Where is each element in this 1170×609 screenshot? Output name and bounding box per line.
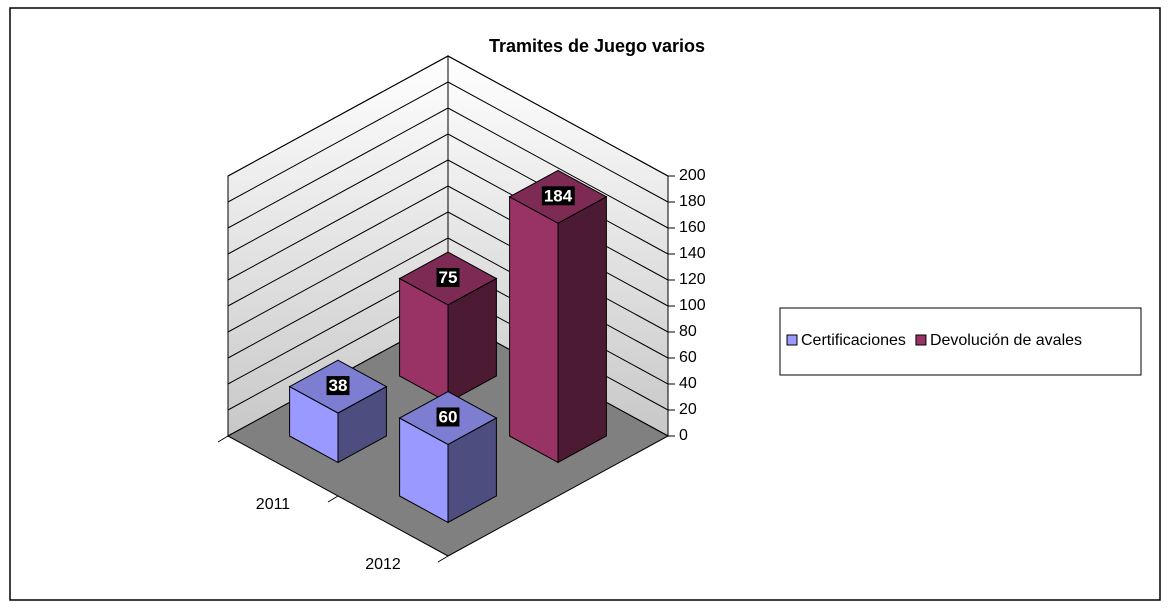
chart-title: Tramites de Juego varios (489, 36, 705, 56)
legend: Certificaciones Devolución de avales (779, 307, 1142, 376)
y-tick-label: 0 (679, 427, 688, 444)
x-tick (327, 495, 339, 503)
grid-line (227, 55, 669, 177)
bar-front (509, 195, 559, 464)
y-tick-label: 100 (679, 297, 706, 314)
grid-line (227, 81, 669, 203)
legend-box (779, 307, 1142, 376)
x-tick-label: 2012 (365, 556, 401, 573)
legend-label: Devolución de avales (930, 332, 1082, 349)
x-tick-label: 2011 (256, 496, 291, 513)
y-tick-label: 200 (679, 167, 706, 184)
value-label-bg (326, 376, 350, 396)
legend-swatch (786, 334, 798, 346)
bar-side (557, 195, 607, 464)
y-tick-label: 160 (679, 219, 706, 236)
value-label-bg (541, 186, 575, 206)
value-label: 38 (329, 376, 348, 395)
value-label-bg (436, 407, 460, 427)
bar (398, 391, 498, 524)
grid-line (227, 107, 669, 229)
legend-label: Certificaciones (801, 332, 906, 349)
value-label-bg (436, 267, 460, 287)
y-tick-label: 60 (679, 349, 697, 366)
x-tick (437, 555, 449, 563)
value-label: 184 (544, 186, 573, 205)
value-label: 75 (439, 268, 458, 287)
y-tick-label: 140 (679, 245, 706, 262)
y-tick-label: 80 (679, 323, 697, 340)
bar (508, 169, 608, 464)
y-tick-label: 40 (679, 375, 697, 392)
y-tick-label: 120 (679, 271, 706, 288)
value-label: 60 (439, 407, 458, 426)
y-tick-label: 20 (679, 401, 697, 418)
x-tick (217, 435, 229, 443)
y-tick-label: 180 (679, 193, 706, 210)
legend-swatch (915, 334, 927, 346)
